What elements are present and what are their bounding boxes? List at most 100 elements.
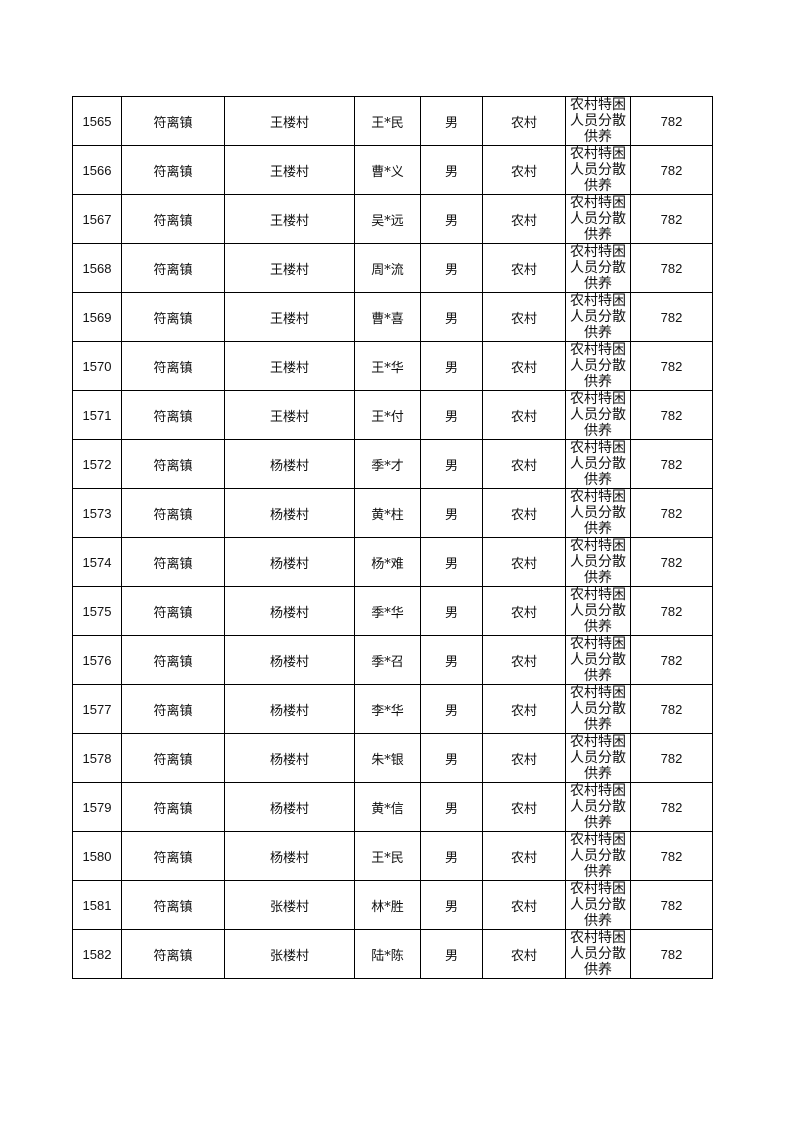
cell-id: 1571 (72, 390, 122, 440)
cell-name: 陆*陈 (354, 929, 421, 979)
cell-area: 农村 (482, 341, 566, 391)
cell-amount: 782 (630, 635, 713, 685)
cell-town: 符离镇 (121, 684, 225, 734)
cell-town: 符离镇 (121, 292, 225, 342)
cell-name: 李*华 (354, 684, 421, 734)
cell-type: 农村特困人员分散供养 (565, 194, 631, 244)
cell-gender: 男 (420, 929, 483, 979)
cell-village: 张楼村 (224, 880, 355, 930)
cell-name: 王*华 (354, 341, 421, 391)
table-row: 1572 符离镇 杨楼村 季*才男农村 农村特困人员分散供养 782 (72, 439, 713, 489)
cell-town: 符离镇 (121, 733, 225, 783)
cell-id: 1578 (72, 733, 122, 783)
cell-village: 王楼村 (224, 341, 355, 391)
table-row: 1573 符离镇 杨楼村 黄*柱男农村 农村特困人员分散供养 782 (72, 488, 713, 538)
cell-area: 农村 (482, 537, 566, 587)
table-row: 1568 符离镇 王楼村 周*流男农村 农村特困人员分散供养 782 (72, 243, 713, 293)
cell-town: 符离镇 (121, 341, 225, 391)
type-text: 农村特困人员分散供养 (570, 783, 626, 831)
table-row: 1566 符离镇 王楼村 曹*义男农村 农村特困人员分散供养 782 (72, 145, 713, 195)
table-row: 1578 符离镇 杨楼村 朱*银男农村 农村特困人员分散供养 782 (72, 733, 713, 783)
cell-type: 农村特困人员分散供养 (565, 96, 631, 146)
cell-town: 符离镇 (121, 586, 225, 636)
cell-name: 黄*信 (354, 782, 421, 832)
cell-town: 符离镇 (121, 243, 225, 293)
cell-type: 农村特困人员分散供养 (565, 390, 631, 440)
type-text: 农村特困人员分散供养 (570, 587, 626, 635)
type-text: 农村特困人员分散供养 (570, 685, 626, 733)
cell-id: 1573 (72, 488, 122, 538)
cell-area: 农村 (482, 880, 566, 930)
cell-town: 符离镇 (121, 635, 225, 685)
cell-amount: 782 (630, 929, 713, 979)
cell-village: 杨楼村 (224, 831, 355, 881)
cell-village: 杨楼村 (224, 488, 355, 538)
cell-village: 王楼村 (224, 292, 355, 342)
cell-amount: 782 (630, 586, 713, 636)
cell-town: 符离镇 (121, 439, 225, 489)
cell-id: 1572 (72, 439, 122, 489)
cell-amount: 782 (630, 341, 713, 391)
cell-amount: 782 (630, 537, 713, 587)
cell-name: 王*付 (354, 390, 421, 440)
cell-type: 农村特困人员分散供养 (565, 243, 631, 293)
cell-gender: 男 (420, 194, 483, 244)
cell-area: 农村 (482, 194, 566, 244)
cell-amount: 782 (630, 292, 713, 342)
cell-type: 农村特困人员分散供养 (565, 929, 631, 979)
cell-gender: 男 (420, 733, 483, 783)
cell-name: 杨*难 (354, 537, 421, 587)
cell-id: 1570 (72, 341, 122, 391)
table-row: 1582 符离镇 张楼村 陆*陈男农村 农村特困人员分散供养 782 (72, 929, 713, 979)
cell-name: 季*召 (354, 635, 421, 685)
cell-type: 农村特困人员分散供养 (565, 684, 631, 734)
cell-type: 农村特困人员分散供养 (565, 831, 631, 881)
cell-gender: 男 (420, 880, 483, 930)
cell-name: 王*民 (354, 831, 421, 881)
cell-town: 符离镇 (121, 537, 225, 587)
cell-type: 农村特困人员分散供养 (565, 880, 631, 930)
cell-id: 1565 (72, 96, 122, 146)
cell-type: 农村特困人员分散供养 (565, 782, 631, 832)
cell-area: 农村 (482, 586, 566, 636)
cell-town: 符离镇 (121, 782, 225, 832)
table-row: 1571 符离镇 王楼村 王*付男农村 农村特困人员分散供养 782 (72, 390, 713, 440)
type-text: 农村特困人员分散供养 (570, 146, 626, 194)
cell-amount: 782 (630, 488, 713, 538)
cell-village: 杨楼村 (224, 586, 355, 636)
cell-type: 农村特困人员分散供养 (565, 537, 631, 587)
cell-gender: 男 (420, 292, 483, 342)
type-text: 农村特困人员分散供养 (570, 832, 626, 880)
cell-area: 农村 (482, 243, 566, 293)
cell-amount: 782 (630, 194, 713, 244)
cell-id: 1577 (72, 684, 122, 734)
cell-area: 农村 (482, 733, 566, 783)
cell-village: 王楼村 (224, 390, 355, 440)
cell-type: 农村特困人员分散供养 (565, 145, 631, 195)
cell-id: 1574 (72, 537, 122, 587)
cell-id: 1582 (72, 929, 122, 979)
cell-gender: 男 (420, 145, 483, 195)
table-row: 1570 符离镇 王楼村 王*华男农村 农村特困人员分散供养 782 (72, 341, 713, 391)
cell-name: 季*才 (354, 439, 421, 489)
type-text: 农村特困人员分散供养 (570, 342, 626, 390)
type-text: 农村特困人员分散供养 (570, 195, 626, 243)
cell-gender: 男 (420, 782, 483, 832)
cell-name: 王*民 (354, 96, 421, 146)
cell-village: 王楼村 (224, 194, 355, 244)
cell-name: 黄*柱 (354, 488, 421, 538)
cell-area: 农村 (482, 292, 566, 342)
cell-town: 符离镇 (121, 145, 225, 195)
cell-type: 农村特困人员分散供养 (565, 341, 631, 391)
cell-town: 符离镇 (121, 390, 225, 440)
cell-type: 农村特困人员分散供养 (565, 733, 631, 783)
cell-amount: 782 (630, 684, 713, 734)
cell-village: 杨楼村 (224, 537, 355, 587)
cell-gender: 男 (420, 684, 483, 734)
cell-gender: 男 (420, 341, 483, 391)
cell-id: 1576 (72, 635, 122, 685)
cell-area: 农村 (482, 439, 566, 489)
type-text: 农村特困人员分散供养 (570, 930, 626, 978)
cell-id: 1581 (72, 880, 122, 930)
table-row: 1565 符离镇 王楼村 王*民男农村 农村特困人员分散供养 782 (72, 96, 713, 146)
